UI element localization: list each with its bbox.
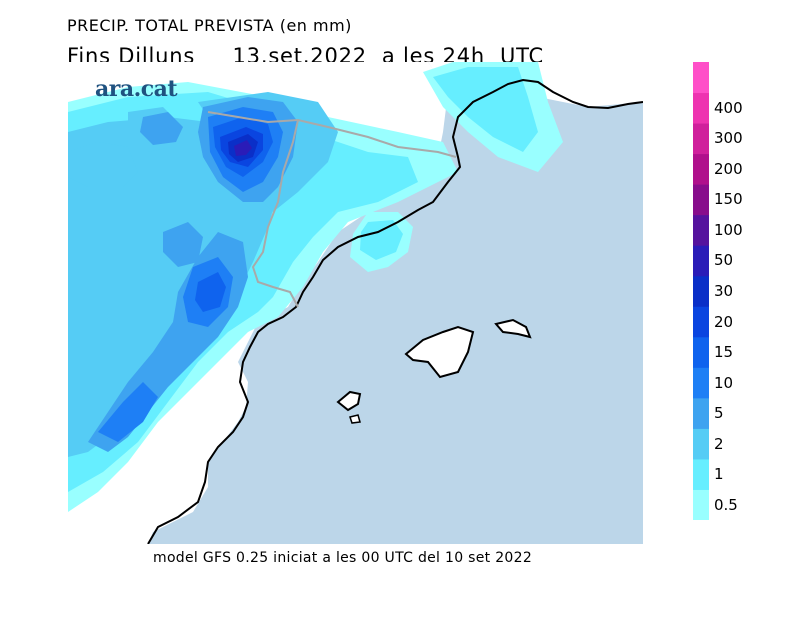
legend-swatch bbox=[693, 489, 709, 520]
legend-label: 1 bbox=[714, 465, 724, 484]
legend-label: 0.5 bbox=[714, 495, 738, 514]
legend-swatch bbox=[693, 336, 709, 368]
legend-label: 100 bbox=[714, 220, 743, 239]
legend-label: 300 bbox=[714, 129, 743, 148]
legend-label: 15 bbox=[714, 343, 734, 362]
legend-label: 200 bbox=[714, 159, 743, 178]
island-mallorca bbox=[404, 325, 475, 379]
legend-swatch bbox=[693, 214, 709, 246]
legend-swatch bbox=[693, 367, 709, 399]
legend-label: 50 bbox=[714, 251, 734, 270]
coastline bbox=[147, 78, 643, 544]
island-formentera bbox=[349, 414, 361, 424]
legend-swatch bbox=[693, 275, 709, 307]
legend-swatch bbox=[693, 153, 709, 185]
legend-swatch bbox=[693, 428, 709, 460]
model-footer: model GFS 0.25 iniciat a les 00 UTC del … bbox=[153, 550, 533, 566]
country-border bbox=[207, 111, 457, 158]
legend-swatch bbox=[693, 184, 709, 216]
legend-swatch bbox=[693, 123, 709, 155]
legend-label: 5 bbox=[714, 404, 724, 423]
legend-label: 30 bbox=[714, 282, 734, 300]
legend-label: 150 bbox=[714, 190, 743, 209]
precip-legend-bar bbox=[693, 62, 709, 520]
precipitation-map bbox=[68, 62, 643, 544]
legend-swatch bbox=[693, 245, 709, 277]
island-ibiza bbox=[336, 390, 362, 412]
ara-logo: ara.cat bbox=[95, 76, 178, 102]
map-title: PRECIP. TOTAL PREVISTA (en mm) bbox=[67, 16, 352, 35]
legend-label: 2 bbox=[714, 434, 724, 453]
legend-swatch bbox=[693, 62, 709, 94]
precip-field bbox=[68, 62, 563, 512]
legend-swatch bbox=[693, 306, 709, 338]
legend-swatch bbox=[693, 458, 709, 490]
legend-label: 20 bbox=[714, 312, 734, 331]
legend-swatch bbox=[693, 92, 709, 124]
legend-label: 10 bbox=[714, 373, 734, 392]
legend-swatch bbox=[693, 397, 709, 429]
legend-label: 400 bbox=[714, 98, 743, 117]
region-border bbox=[251, 119, 299, 308]
island-menorca bbox=[494, 318, 532, 339]
